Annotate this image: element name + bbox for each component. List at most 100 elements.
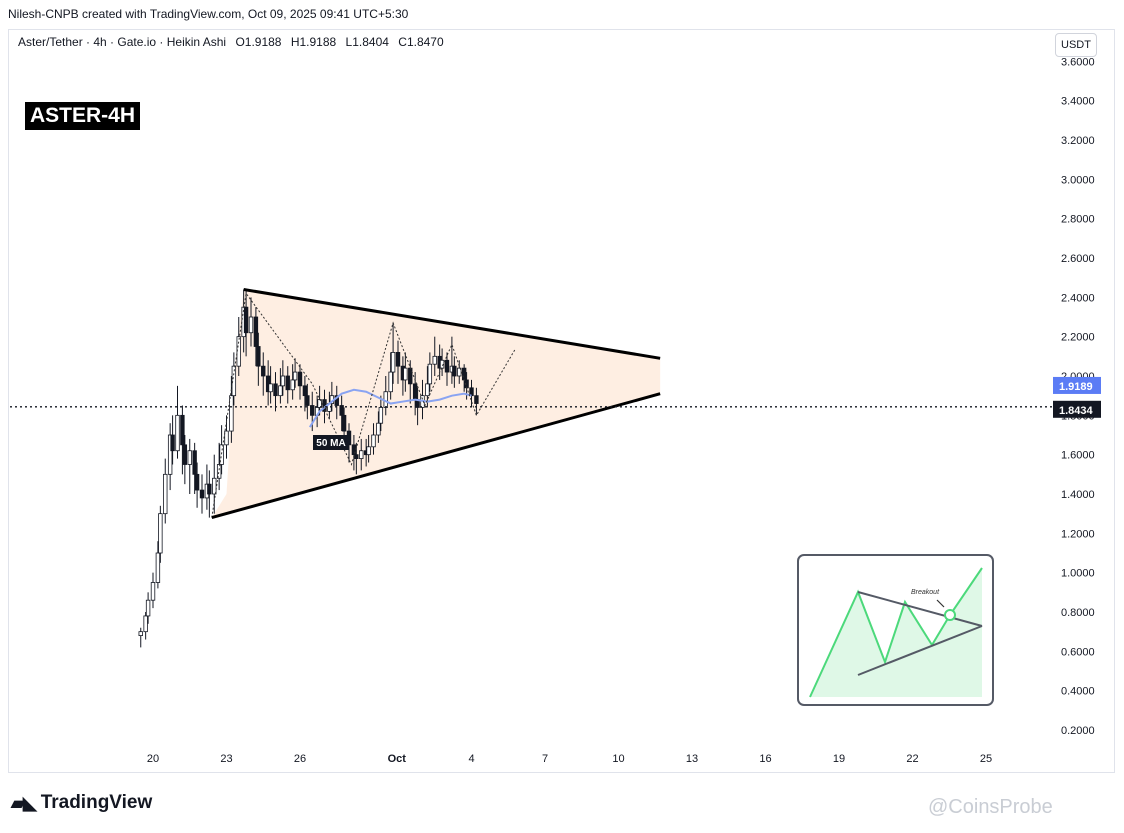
candle	[216, 442, 222, 491]
candle	[158, 505, 163, 563]
tradingview-logo[interactable]: ▰◣ TradingView	[11, 792, 152, 814]
x-tick-label: 13	[686, 753, 698, 765]
candle	[390, 322, 396, 384]
candle	[261, 352, 266, 396]
triangle-pattern-fill	[211, 289, 661, 518]
candle	[248, 297, 254, 347]
candle	[253, 307, 259, 367]
candle	[452, 356, 457, 388]
candle	[334, 385, 339, 420]
candle	[175, 385, 180, 459]
candle	[427, 352, 433, 392]
x-tick-label: 10	[612, 753, 624, 765]
candle	[359, 438, 364, 471]
candle	[273, 372, 278, 412]
candle	[155, 541, 161, 589]
candle	[268, 366, 273, 404]
y-tick-label: 1.0000	[1061, 568, 1095, 580]
candle	[163, 458, 168, 524]
candle	[388, 352, 393, 400]
x-tick-label: 7	[542, 753, 548, 765]
candle	[278, 368, 283, 404]
candle	[150, 572, 156, 609]
aster-4h-label: ASTER-4H	[25, 102, 141, 130]
candle	[138, 627, 143, 648]
candle	[305, 383, 310, 420]
y-tick-label: 0.8000	[1061, 607, 1095, 619]
candle	[194, 462, 200, 508]
ohlc-close: C1.8470	[398, 35, 444, 49]
candle	[231, 352, 237, 406]
candle	[243, 291, 249, 357]
y-tick-label: 0.2000	[1061, 725, 1095, 737]
inset-breakout-diagram: Breakout	[797, 554, 994, 706]
price-badge: 1.9189	[1053, 376, 1101, 394]
x-tick-label: 20	[147, 753, 159, 765]
candle	[170, 415, 175, 465]
x-tick-label: 25	[980, 753, 992, 765]
y-tick-label: 2.4000	[1061, 292, 1095, 304]
candle	[395, 340, 401, 384]
y-tick-label: 1.6000	[1061, 450, 1095, 462]
upper-trendline	[243, 287, 661, 360]
y-tick-label: 1.2000	[1061, 528, 1095, 540]
y-tick-label: 0.6000	[1061, 646, 1095, 658]
chart-frame	[8, 29, 1115, 773]
y-tick-label: 3.2000	[1061, 135, 1095, 147]
y-tick-label: 2.2000	[1061, 332, 1095, 344]
symbol-info: Aster/Tether · 4h · Gate.io · Heikin Ash…	[18, 35, 450, 49]
candle	[180, 405, 185, 475]
candle	[366, 435, 371, 463]
candle	[182, 435, 188, 485]
candle	[229, 376, 234, 443]
candle	[403, 352, 408, 392]
coinsprobe-watermark: @CoinsProbe	[928, 796, 1053, 818]
ohlc-low: L1.8404	[345, 35, 389, 49]
y-tick-label: 2.8000	[1061, 214, 1095, 226]
lower-trendline	[211, 392, 661, 520]
candle	[474, 387, 479, 416]
candle	[371, 423, 376, 455]
ohlc-open: O1.9188	[235, 35, 282, 49]
ma-50-label: 50 MA	[316, 438, 345, 449]
tradingview-logo-text: TradingView	[40, 792, 153, 813]
inset-breakout-label: Breakout	[911, 589, 940, 596]
candle	[297, 364, 303, 400]
candle	[292, 358, 298, 388]
candle	[145, 592, 151, 624]
ohlc-high: H1.9188	[290, 35, 337, 49]
svg-text:1.8434: 1.8434	[1059, 405, 1094, 417]
candle	[187, 438, 192, 494]
candle	[376, 411, 381, 443]
candle	[143, 612, 148, 640]
candle	[207, 470, 212, 518]
y-tick-label: 1.4000	[1061, 489, 1095, 501]
candle	[199, 474, 205, 514]
candle	[219, 425, 224, 475]
ma-50-badge: 50 MA	[313, 435, 349, 450]
candle	[351, 435, 357, 471]
candle	[256, 332, 261, 386]
currency-button[interactable]: USDT	[1055, 33, 1097, 57]
zigzag-path	[211, 292, 517, 518]
tradingview-logo-icon: ▰◣	[11, 792, 37, 813]
candle	[302, 376, 308, 412]
y-tick-label: 2.6000	[1061, 253, 1095, 265]
attribution-text: Nilesh-CNPB created with TradingView.com…	[8, 7, 409, 21]
candle	[285, 366, 290, 404]
x-tick-label: 4	[468, 753, 474, 765]
y-tick-label: 3.6000	[1061, 56, 1095, 68]
candle	[432, 336, 437, 376]
symbol-name[interactable]: Aster/Tether · 4h · Gate.io · Heikin Ash…	[18, 35, 227, 49]
candle	[339, 395, 344, 432]
candle	[192, 442, 197, 494]
y-tick-label: 3.0000	[1061, 174, 1095, 186]
candle	[444, 352, 450, 386]
candle	[378, 395, 384, 432]
price-badge: 1.8434	[1053, 400, 1101, 418]
candle	[280, 360, 286, 396]
x-tick-label: 22	[906, 753, 918, 765]
candle	[439, 348, 445, 376]
x-tick-label: 19	[833, 753, 845, 765]
